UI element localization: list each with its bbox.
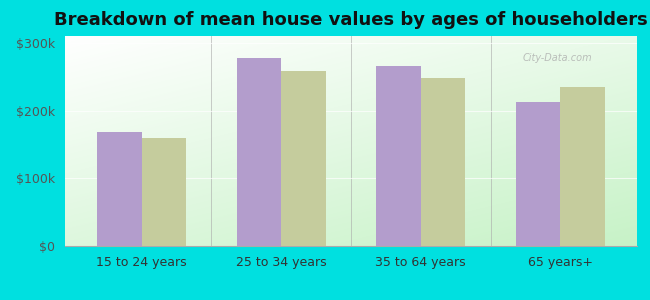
Bar — [142, 138, 187, 246]
Bar — [376, 67, 421, 246]
Bar — [560, 87, 605, 246]
Title: Breakdown of mean house values by ages of householders: Breakdown of mean house values by ages o… — [54, 11, 648, 29]
Bar — [515, 102, 560, 246]
Bar — [237, 58, 281, 246]
Bar — [97, 132, 142, 246]
Bar — [421, 78, 465, 246]
Bar — [281, 71, 326, 246]
Text: City-Data.com: City-Data.com — [523, 53, 592, 63]
